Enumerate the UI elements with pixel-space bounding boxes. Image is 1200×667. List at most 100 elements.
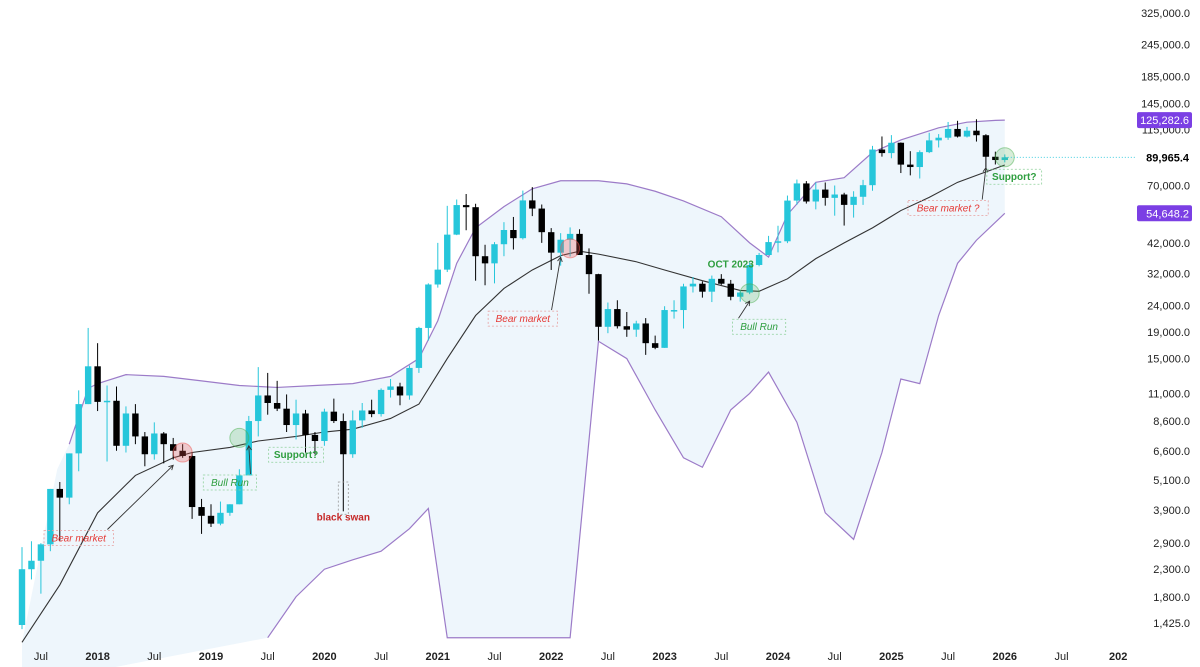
candle-body: [292, 413, 300, 426]
candle-body: [897, 142, 905, 165]
candle: [935, 134, 942, 148]
candle: [585, 248, 593, 294]
candle-body: [453, 205, 460, 235]
candle: [66, 453, 73, 505]
candle: [396, 382, 404, 406]
candle-body: [793, 183, 801, 201]
candle: [37, 543, 45, 594]
candle: [47, 488, 54, 552]
candle-body: [302, 413, 309, 435]
candle: [944, 121, 952, 140]
candle: [538, 204, 545, 243]
x-tick-label: Jul: [714, 651, 728, 663]
candle-body: [765, 242, 772, 256]
candle-body: [47, 488, 54, 545]
candle-body: [822, 189, 829, 198]
candle: [28, 541, 35, 580]
candle-body: [916, 152, 923, 168]
black-swan-annotation: black swan: [317, 481, 370, 523]
y-tick-label: 1,800.0: [1153, 592, 1190, 604]
candle: [321, 408, 328, 446]
lower-band-line: [267, 212, 1006, 639]
candle-body: [907, 164, 914, 168]
candle-body: [774, 241, 782, 243]
y-tick-label: 15,000.0: [1147, 354, 1190, 366]
candle: [566, 227, 574, 257]
candle: [907, 151, 914, 176]
candle-body: [633, 323, 640, 330]
x-tick-label: Jul: [261, 651, 275, 663]
y-tick-label: 32,000.0: [1147, 268, 1190, 280]
candle-body: [973, 130, 980, 136]
x-tick-label: Jul: [941, 651, 955, 663]
candle: [113, 386, 120, 451]
black-swan-box: [337, 481, 349, 515]
candle: [368, 399, 375, 418]
annotation-arrow: [738, 300, 751, 319]
x-tick-label: 2023: [652, 651, 676, 663]
candle: [793, 179, 801, 205]
time-axis[interactable]: Jul 2018 Jul 2019 Jul 2020 Jul 2021 Jul 2022 Jul 20…: [34, 651, 1128, 663]
x-tick-label: Jul: [487, 651, 501, 663]
candle: [689, 276, 697, 293]
x-tick-label: 2024: [766, 651, 791, 663]
candle: [444, 205, 451, 273]
basis-line: [21, 164, 1005, 643]
annotation-box: [487, 310, 558, 327]
candle-body: [311, 434, 319, 442]
candle-body: [56, 488, 63, 498]
candle: [377, 388, 385, 417]
price-axis[interactable]: 325,000.0245,000.0185,000.0145,000.0115,…: [1141, 8, 1190, 630]
candle: [481, 244, 489, 286]
y-tick-label: 19,000.0: [1147, 327, 1190, 339]
candle-body: [699, 283, 706, 292]
candle: [623, 312, 630, 337]
candle-body: [529, 200, 536, 209]
badge-bg: [1137, 205, 1192, 222]
annotation-label: Bull Run: [211, 478, 249, 489]
candle: [415, 326, 423, 373]
candle-body: [491, 244, 498, 264]
annotation-box: [202, 474, 257, 491]
candle: [548, 228, 555, 270]
candle: [784, 195, 791, 244]
y-tick-label: 3,900.0: [1153, 505, 1190, 517]
candle-body: [349, 420, 356, 455]
badge-bg: [1137, 112, 1192, 129]
candle-body: [321, 411, 328, 442]
candle-body: [935, 137, 942, 141]
candle-body: [387, 386, 394, 390]
candle-body: [179, 450, 186, 457]
candle-body: [406, 367, 413, 396]
candle-body: [727, 283, 734, 297]
candle: [765, 235, 772, 256]
candle-body: [122, 413, 130, 446]
candle: [718, 274, 725, 285]
candle: [859, 179, 867, 205]
candle-body: [425, 284, 432, 328]
candle-body: [66, 453, 73, 498]
y-tick-label: 5,100.0: [1153, 475, 1190, 487]
candle: [595, 273, 602, 341]
highlight-circle: [229, 427, 250, 448]
candle: [207, 504, 215, 527]
badge-text: 125,282.6: [1140, 115, 1189, 127]
annotation: OCT 2023: [708, 259, 755, 270]
candle-body: [812, 189, 819, 202]
candle: [926, 132, 933, 154]
candle-body: [850, 196, 857, 205]
candle-body: [217, 512, 224, 524]
candles-layer: [18, 119, 1008, 630]
candle-body: [113, 400, 120, 446]
candle: [425, 283, 432, 341]
candle-body: [481, 256, 489, 264]
annotations-layer: Bear market Bull Run Support? Bear market Bu…: [43, 147, 1043, 546]
x-tick-label: Jul: [828, 651, 842, 663]
candle-body: [926, 140, 933, 153]
highlight-circle: [560, 238, 581, 259]
candle: [888, 135, 895, 159]
candle: [170, 437, 177, 460]
y-tick-label: 145,000.0: [1141, 99, 1190, 111]
annotation-box: [43, 530, 114, 546]
